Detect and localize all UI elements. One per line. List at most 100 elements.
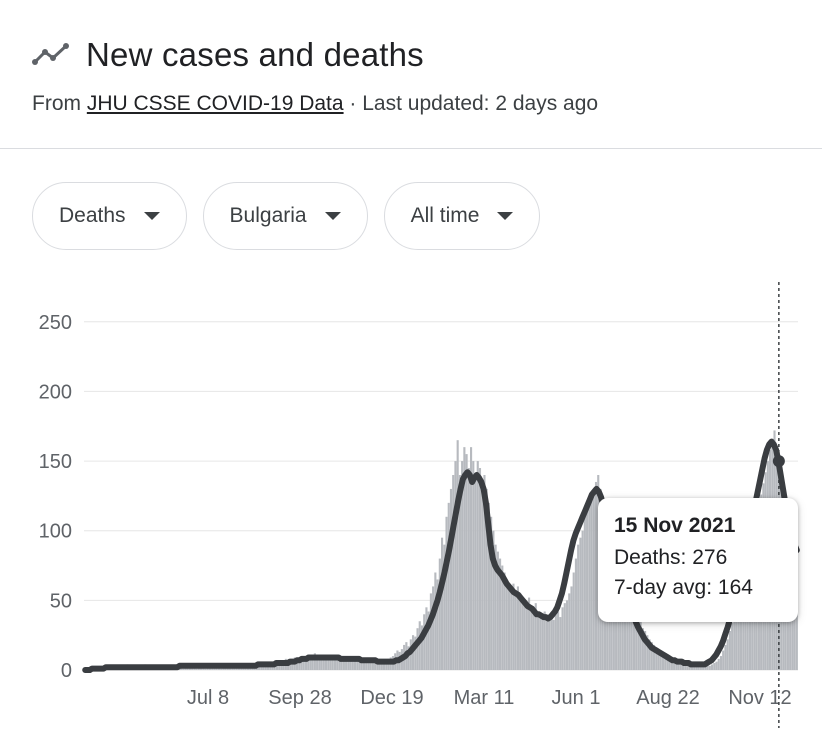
subtitle-prefix: From xyxy=(32,92,87,115)
deaths-bar xyxy=(650,642,653,670)
deaths-bar xyxy=(523,600,526,670)
deaths-bar xyxy=(501,565,504,670)
deaths-bar xyxy=(324,657,328,670)
chart-tooltip: 15 Nov 2021 Deaths: 276 7-day avg: 164 xyxy=(598,498,798,622)
deaths-bar xyxy=(295,660,299,670)
chart-header: New cases and deaths From JHU CSSE COVID… xyxy=(32,36,822,116)
deaths-bar xyxy=(661,651,665,670)
deaths-bar xyxy=(461,461,464,670)
deaths-bar xyxy=(362,658,366,670)
x-tick-label: Aug 22 xyxy=(636,687,699,709)
deaths-bar xyxy=(706,664,709,670)
subtitle-suffix: · Last updated: 2 days ago xyxy=(343,92,599,115)
deaths-bar xyxy=(726,639,729,670)
deaths-bar xyxy=(454,461,457,670)
deaths-bar xyxy=(496,551,499,670)
deaths-bar xyxy=(594,481,598,670)
deaths-bar xyxy=(545,621,548,670)
deaths-bar xyxy=(476,461,479,670)
deaths-bar xyxy=(487,502,490,670)
deaths-bar xyxy=(327,658,330,670)
deaths-bar xyxy=(374,661,377,670)
deaths-bar xyxy=(550,617,553,670)
title-row: New cases and deaths xyxy=(32,36,822,74)
deaths-bar xyxy=(657,649,660,670)
deaths-bar xyxy=(592,488,595,670)
deaths-bar xyxy=(561,607,564,670)
caret-down-icon xyxy=(497,212,514,220)
deaths-bar xyxy=(530,607,533,670)
deaths-bar xyxy=(407,646,410,670)
filter-chips: Deaths Bulgaria All time xyxy=(32,182,541,250)
deaths-bar xyxy=(467,468,470,670)
metric-dropdown[interactable]: Deaths xyxy=(32,182,187,250)
seven-day-avg-line xyxy=(82,438,800,673)
deaths-bar xyxy=(512,583,515,670)
deaths-bar xyxy=(644,631,647,670)
deaths-bar xyxy=(300,656,303,670)
deaths-bar xyxy=(659,650,662,670)
deaths-bar xyxy=(204,668,207,670)
deaths-bar xyxy=(717,658,720,670)
deaths-bar xyxy=(536,611,540,670)
deaths-bar xyxy=(516,586,519,670)
deaths-bar xyxy=(338,657,341,670)
deaths-bar xyxy=(583,516,586,670)
deaths-bar xyxy=(648,639,651,670)
deaths-bar xyxy=(345,658,348,670)
source-link[interactable]: JHU CSSE COVID-19 Data xyxy=(86,92,344,115)
deaths-bar xyxy=(568,593,571,670)
deaths-bar xyxy=(481,481,484,670)
time-range-dropdown-label: All time xyxy=(410,204,480,227)
time-range-dropdown[interactable]: All time xyxy=(383,182,541,250)
hover-point xyxy=(772,455,785,468)
deaths-bar xyxy=(539,614,542,670)
deaths-bar xyxy=(358,661,361,670)
tooltip-date: 15 Nov 2021 xyxy=(614,514,736,537)
deaths-bar xyxy=(572,572,575,670)
deaths-bar xyxy=(376,660,379,670)
deaths-bar xyxy=(548,614,551,670)
deaths-bar xyxy=(322,654,325,670)
deaths-bar xyxy=(499,558,502,670)
deaths-bar xyxy=(673,658,676,670)
deaths-bar xyxy=(331,657,334,670)
deaths-bar xyxy=(311,657,314,670)
deaths-bar xyxy=(349,660,352,670)
deaths-bar xyxy=(699,665,702,670)
deaths-bar xyxy=(329,656,332,670)
deaths-bar xyxy=(733,614,736,670)
x-tick-label: Dec 19 xyxy=(360,687,423,709)
deaths-bar xyxy=(356,660,359,670)
deaths-bar xyxy=(367,660,370,670)
deaths-bar xyxy=(574,558,577,670)
deaths-bar xyxy=(333,658,337,670)
x-tick-label: Jun 1 xyxy=(552,687,601,709)
y-tick-label: 50 xyxy=(50,590,72,612)
location-dropdown[interactable]: Bulgaria xyxy=(202,182,368,250)
y-tick-label: 200 xyxy=(39,381,72,403)
x-tick-label: Mar 11 xyxy=(454,687,515,709)
deaths-bar xyxy=(465,454,468,670)
y-tick-label: 100 xyxy=(39,521,72,543)
deaths-bar xyxy=(320,657,323,670)
deaths-bar xyxy=(577,544,580,670)
x-tick-label: Sep 28 xyxy=(268,687,331,709)
deaths-bar xyxy=(369,661,372,670)
deaths-bar xyxy=(318,658,321,670)
deaths-bar xyxy=(280,663,283,670)
deaths-bar xyxy=(637,614,640,670)
deaths-bar xyxy=(420,625,424,670)
deaths-bar xyxy=(570,586,573,670)
deaths-bar xyxy=(492,530,495,670)
deaths-bar xyxy=(507,586,511,670)
deaths-bar xyxy=(458,475,461,670)
x-tick-label: Jul 8 xyxy=(187,687,229,709)
deaths-bar xyxy=(309,656,312,670)
y-tick-label: 0 xyxy=(61,660,72,682)
deaths-bar xyxy=(579,537,582,670)
deaths-bar xyxy=(360,660,363,670)
deaths-bar xyxy=(565,600,569,670)
caret-down-icon xyxy=(143,212,160,220)
y-tick-label: 150 xyxy=(39,451,72,473)
